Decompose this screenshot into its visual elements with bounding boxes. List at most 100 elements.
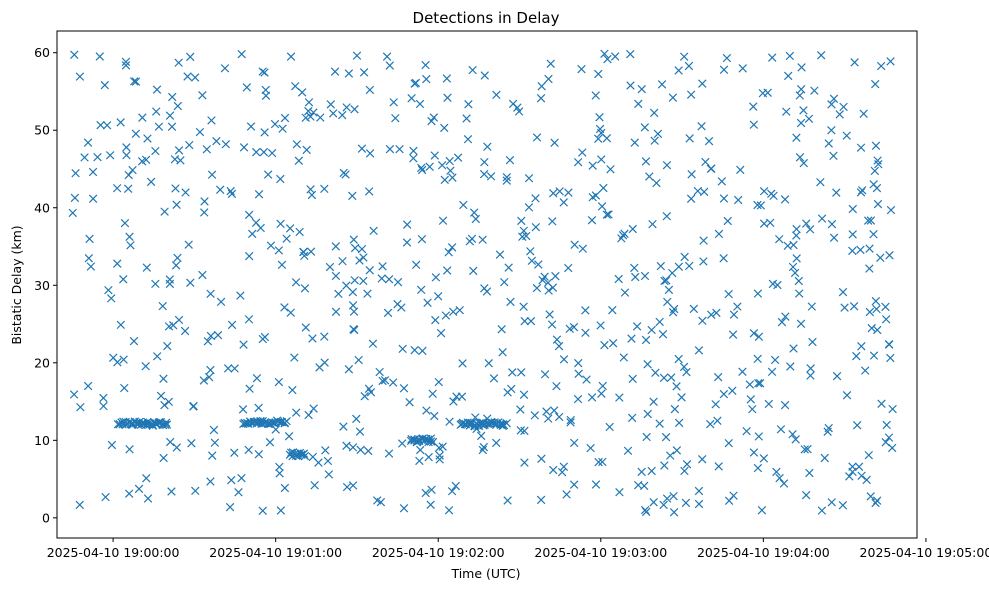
data-point xyxy=(173,101,183,111)
data-point xyxy=(338,256,347,266)
data-point xyxy=(260,332,270,342)
data-point xyxy=(791,435,800,444)
data-point xyxy=(88,167,98,177)
data-point xyxy=(277,260,287,270)
data-point xyxy=(728,330,738,339)
data-point xyxy=(660,276,669,286)
data-point xyxy=(125,232,134,241)
data-point xyxy=(860,366,870,375)
data-point xyxy=(172,443,181,452)
data-point xyxy=(364,384,374,394)
data-point xyxy=(816,177,825,187)
data-point xyxy=(308,452,318,462)
y-tick-label: 30 xyxy=(34,278,50,293)
data-point xyxy=(478,445,488,455)
data-point xyxy=(842,391,852,400)
data-point xyxy=(719,254,728,263)
data-point xyxy=(537,454,546,463)
data-point xyxy=(382,52,392,61)
data-point xyxy=(707,310,716,319)
data-point xyxy=(355,427,365,436)
data-point xyxy=(598,457,607,467)
data-point xyxy=(694,486,704,496)
data-point xyxy=(469,208,479,217)
data-point xyxy=(306,247,316,256)
data-point xyxy=(643,360,652,369)
data-point xyxy=(520,316,529,326)
data-point xyxy=(788,262,798,272)
data-point xyxy=(380,376,390,385)
data-point xyxy=(254,403,263,413)
data-point xyxy=(468,65,477,75)
data-point xyxy=(547,320,557,329)
data-point xyxy=(417,163,426,173)
data-point xyxy=(331,242,341,251)
data-point xyxy=(465,237,475,246)
data-point xyxy=(102,121,112,130)
x-tick-label: 2025-04-10 19:00:00 xyxy=(47,545,180,560)
data-point xyxy=(121,61,131,70)
data-point xyxy=(174,58,183,67)
data-point xyxy=(531,194,540,203)
data-point xyxy=(630,138,639,147)
data-point xyxy=(594,457,603,467)
data-point xyxy=(767,189,776,198)
data-point xyxy=(407,434,416,444)
data-point xyxy=(530,411,540,420)
data-point xyxy=(724,438,733,448)
data-point xyxy=(357,244,367,254)
data-point xyxy=(237,49,246,59)
data-point xyxy=(330,67,340,76)
data-point xyxy=(372,496,382,505)
data-point xyxy=(304,98,314,107)
data-point xyxy=(886,57,895,66)
data-point xyxy=(655,317,664,327)
data-point xyxy=(365,85,375,95)
data-point xyxy=(383,308,393,318)
data-point xyxy=(569,480,579,489)
data-point xyxy=(349,235,358,244)
data-point xyxy=(862,475,871,485)
data-point xyxy=(550,138,559,147)
data-point xyxy=(355,256,364,265)
data-point xyxy=(183,72,192,81)
data-point xyxy=(484,358,493,368)
data-point xyxy=(620,229,629,238)
data-point xyxy=(749,448,759,457)
data-point xyxy=(647,325,656,335)
data-point xyxy=(189,401,198,411)
data-point xyxy=(480,71,489,80)
data-point xyxy=(789,240,798,250)
data-point xyxy=(435,451,444,460)
data-point xyxy=(440,123,449,133)
data-point xyxy=(680,466,689,476)
data-point xyxy=(441,311,451,320)
data-point xyxy=(699,236,708,245)
data-point xyxy=(526,316,536,326)
data-point xyxy=(816,50,826,60)
data-point xyxy=(286,52,296,61)
data-point xyxy=(131,77,141,86)
data-point xyxy=(284,432,294,441)
data-point xyxy=(206,365,215,375)
data-point xyxy=(754,432,764,441)
data-point xyxy=(876,253,885,262)
data-point xyxy=(166,437,175,447)
data-point xyxy=(304,410,313,420)
data-point xyxy=(698,79,707,88)
data-point xyxy=(768,53,777,62)
data-point xyxy=(142,263,152,272)
data-point xyxy=(885,250,894,260)
data-point xyxy=(767,367,777,377)
data-point xyxy=(886,205,896,215)
data-point xyxy=(749,102,758,111)
data-point xyxy=(198,90,207,100)
y-tick-label: 40 xyxy=(34,200,50,215)
data-point xyxy=(280,303,289,312)
data-point xyxy=(753,289,763,298)
data-point xyxy=(840,303,849,312)
data-point xyxy=(445,417,454,426)
data-point xyxy=(748,404,757,414)
data-point xyxy=(604,210,613,219)
